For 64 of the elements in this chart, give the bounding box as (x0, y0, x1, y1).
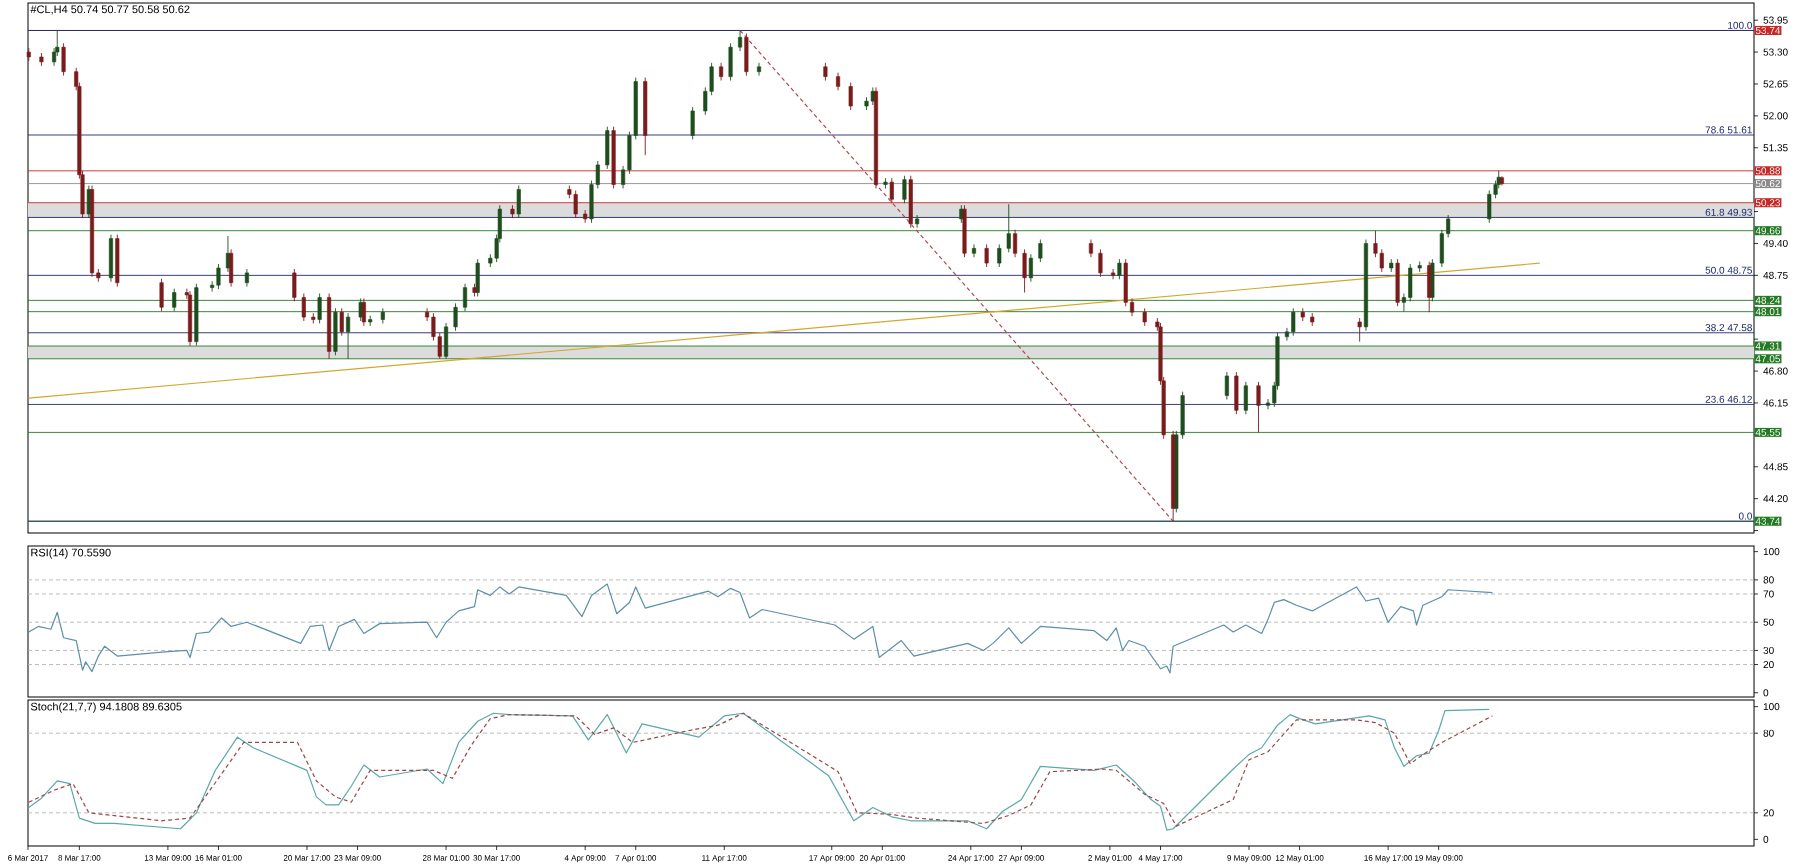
ref-line-label: 47.05 (1755, 355, 1781, 363)
y-tick-label: 80 (1763, 576, 1774, 584)
y-tick-label: 52.65 (1763, 80, 1788, 88)
y-tick-label: 44.20 (1763, 495, 1788, 503)
y-tick-label: 44.85 (1763, 463, 1788, 471)
ref-line-label: 50.88 (1755, 167, 1781, 175)
chart-title: Stoch(21,7,7) 94.1808 89.6305 (30, 702, 182, 713)
x-tick-label: 20 Mar 17:00 (283, 855, 331, 861)
x-tick-label: 24 Apr 17:00 (948, 855, 994, 863)
ref-line-label: 50.62 (1755, 180, 1780, 188)
ref-line-label: 47.31 (1755, 342, 1780, 350)
x-tick-label: 12 May 01:00 (1275, 855, 1324, 863)
x-tick-label: 28 Mar 01:00 (422, 855, 470, 861)
x-tick-label: 17 Apr 09:00 (809, 855, 855, 863)
x-tick-label: 30 Mar 17:00 (473, 855, 520, 861)
y-tick-label: 20 (1763, 809, 1774, 817)
chart-title: RSI(14) 70.5590 (31, 548, 111, 559)
y-tick-label: 51.35 (1763, 144, 1788, 152)
y-tick-label: 0 (1763, 835, 1769, 843)
x-tick-label: 16 May 17:00 (1364, 855, 1413, 863)
x-tick-label: 11 Apr 17:00 (702, 855, 747, 863)
y-tick-label: 53.95 (1763, 16, 1788, 24)
x-tick-label: 6 Mar 2017 (8, 855, 48, 861)
annotation: 100.0 (1728, 21, 1753, 29)
x-tick-label: 20 Apr 01:00 (859, 855, 905, 863)
y-tick-label: 30 (1763, 646, 1774, 654)
ref-line-label: 49.66 (1755, 227, 1780, 235)
chart-title: #CL,H4 50.74 50.77 50.58 50.62 (30, 5, 190, 15)
x-tick-label: 7 Apr 01:00 (615, 855, 657, 863)
y-tick-label: 46.80 (1763, 367, 1788, 375)
annotation: 38.2 47.58 (1705, 324, 1752, 332)
x-tick-label: 16 Mar 01:00 (195, 855, 242, 861)
annotation: 61.8 49.93 (1705, 208, 1752, 216)
x-tick-label: 23 Mar 09:00 (334, 855, 381, 861)
x-tick-label: 8 Mar 17:00 (58, 855, 101, 861)
x-tick-label: 19 May 09:00 (1415, 855, 1463, 863)
x-tick-label: 2 May 01:00 (1088, 855, 1132, 863)
annotation: 78.6 51.61 (1705, 126, 1752, 134)
annotation: 0.0 (1738, 512, 1753, 520)
annotation: 50.0 48.75 (1705, 266, 1752, 274)
y-tick-label: 50 (1763, 618, 1774, 626)
ref-line-label: 50.23 (1755, 199, 1780, 207)
y-tick-label: 100 (1763, 548, 1780, 556)
y-tick-label: 46.15 (1763, 399, 1788, 407)
y-tick-label: 53.30 (1763, 48, 1788, 56)
x-tick-label: 13 Mar 09:00 (144, 855, 192, 861)
x-tick-label: 4 Apr 09:00 (564, 855, 606, 863)
y-tick-label: 48.75 (1763, 271, 1788, 279)
ref-line-label: 48.24 (1755, 296, 1781, 304)
y-tick-label: 49.40 (1763, 239, 1788, 247)
annotation: 23.6 46.12 (1705, 395, 1752, 403)
y-tick-label: 0 (1763, 689, 1769, 697)
ref-line-label: 53.74 (1755, 26, 1781, 35)
y-tick-label: 100 (1763, 703, 1780, 711)
ref-line-label: 43.74 (1755, 517, 1781, 525)
x-tick-label: 4 May 17:00 (1138, 855, 1183, 863)
ref-line-label: 48.01 (1755, 308, 1780, 316)
x-tick-label: 27 Apr 09:00 (998, 855, 1044, 863)
y-tick-label: 70 (1763, 590, 1774, 598)
y-tick-label: 80 (1763, 729, 1774, 737)
ref-line-label: 45.55 (1755, 428, 1781, 436)
x-tick-label: 9 May 09:00 (1227, 855, 1271, 863)
y-tick-label: 20 (1763, 660, 1774, 669)
y-tick-label: 52.00 (1763, 112, 1788, 120)
